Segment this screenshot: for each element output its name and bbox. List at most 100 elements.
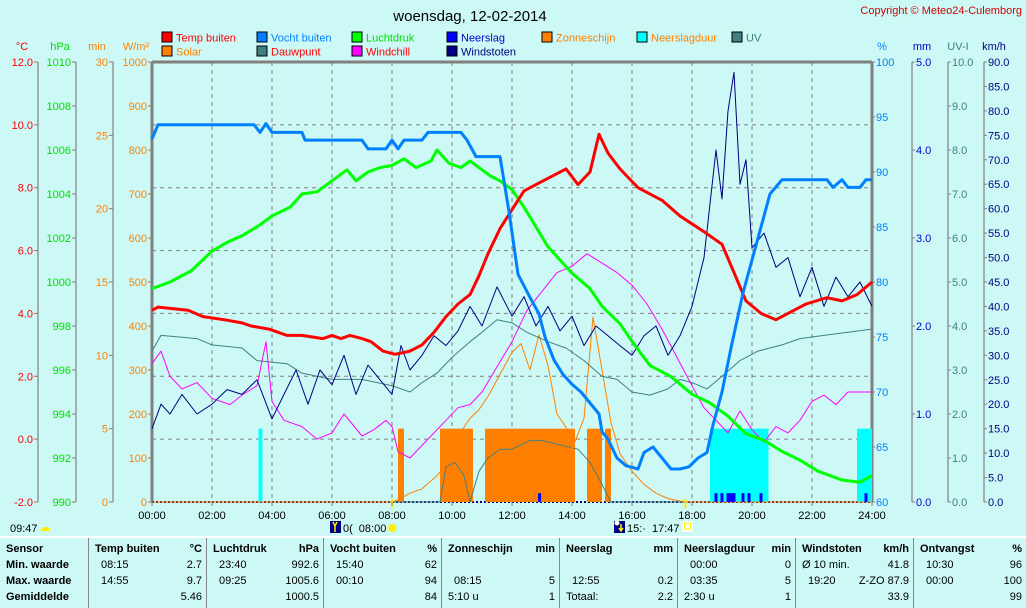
stats-row: 5.46 bbox=[95, 589, 202, 605]
axis-tick-label: 2.0 bbox=[916, 321, 931, 333]
stats-value: 5.46 bbox=[180, 591, 202, 603]
stats-col-unit: hPa bbox=[298, 543, 319, 555]
stats-value: 0.2 bbox=[657, 575, 673, 587]
stats-value: 1000.5 bbox=[285, 591, 319, 603]
stats-col-zonneschijn: Zonneschijn min 08:15 5 5:10 u 1 bbox=[441, 538, 559, 608]
series-line-windstoten bbox=[151, 71, 873, 429]
axis-unit-w-m: W/m² bbox=[123, 41, 150, 53]
stats-time: 00:10 bbox=[336, 575, 364, 587]
axis-tick-label: 600 bbox=[129, 233, 147, 245]
stats-value: 33.9 bbox=[887, 591, 909, 603]
stats-row: 2:30 u 1 bbox=[684, 589, 791, 605]
axis-unit-: % bbox=[877, 41, 887, 53]
sun-partial-icon bbox=[40, 527, 51, 531]
stats-time: Totaal: bbox=[566, 591, 599, 603]
axis-tick-label: 95 bbox=[876, 112, 888, 124]
axis-tick-label: 700 bbox=[129, 189, 147, 201]
axis-tick-label: 7.0 bbox=[952, 189, 967, 201]
stats-row: Ø 10 min. 41.8 bbox=[802, 557, 909, 573]
stats-col-header: Windstoten km/h bbox=[802, 541, 909, 557]
axis-tick-label: 998 bbox=[53, 321, 71, 333]
stats-col-unit: % bbox=[1012, 543, 1022, 555]
stats-row: 5:10 u 1 bbox=[448, 589, 555, 605]
axis-tick-label: 12.0 bbox=[12, 57, 33, 69]
weather-chart: woensdag, 12-02-2014 Copyright © Meteo24… bbox=[10, 5, 1022, 535]
legend-swatch-neerslag bbox=[446, 31, 458, 43]
axis-tick-label: -2.0 bbox=[14, 497, 33, 509]
x-tick-label: 06:00 bbox=[318, 510, 346, 522]
stats-row: 23:40 992.6 bbox=[213, 557, 319, 573]
axis-tick-label: 1006 bbox=[47, 145, 71, 157]
copyright: Copyright © Meteo24-Culemborg bbox=[860, 5, 1022, 17]
x-tick-label: 02:00 bbox=[198, 510, 226, 522]
stats-col-name: Windstoten bbox=[802, 543, 862, 555]
axis-tick-label: 40.0 bbox=[988, 301, 1009, 313]
stats-time: 09:25 bbox=[219, 575, 247, 587]
stats-row: 33.9 bbox=[802, 589, 909, 605]
stats-col-header: Neerslagduur min bbox=[684, 541, 791, 557]
stats-col-windstoten: Windstoten km/h Ø 10 min. 41.8 19:20 Z-ZO 87.… bbox=[795, 538, 913, 608]
stats-time: 23:40 bbox=[219, 559, 247, 571]
stats-time: 08:15 bbox=[101, 559, 129, 571]
legend-label-zonneschijn: Zonneschijn bbox=[556, 33, 615, 45]
axis-tick-label: 30 bbox=[96, 57, 108, 69]
stats-value: 96 bbox=[1009, 559, 1022, 571]
axis-tick-label: 80 bbox=[876, 277, 888, 289]
axis-unit-c: °C bbox=[16, 41, 28, 53]
axis-tick-label: 4.0 bbox=[18, 308, 33, 320]
stats-value: 99 bbox=[1009, 591, 1022, 603]
stats-value: 0 bbox=[784, 559, 791, 571]
stats-value: 1 bbox=[548, 591, 555, 603]
axis-tick-label: 85 bbox=[876, 222, 888, 234]
stats-col-luchtdruk: Luchtdruk hPa 23:40 992.6 09:25 1005.6 1000.5 bbox=[206, 538, 323, 608]
series-line-vocht-buiten bbox=[150, 122, 872, 471]
sunrise-time: 08:00 bbox=[359, 523, 387, 535]
plot-area bbox=[150, 60, 873, 508]
axis-tick-label: 35.0 bbox=[988, 326, 1009, 338]
stats-col-header: Zonneschijn min bbox=[448, 541, 555, 557]
stats-separator bbox=[0, 536, 1026, 538]
stats-row: 84 bbox=[330, 589, 437, 605]
stats-col-unit: min bbox=[535, 543, 555, 555]
stats-value: 1 bbox=[784, 591, 791, 603]
axis-tick-label: 100 bbox=[129, 453, 147, 465]
axis-tick-label: 15 bbox=[96, 277, 108, 289]
sun-outline-icon bbox=[684, 522, 691, 530]
stats-col-name: Temp buiten bbox=[95, 543, 160, 555]
axis-tick-label: 8.0 bbox=[952, 145, 967, 157]
stats-time: 15:40 bbox=[336, 559, 364, 571]
axis-tick-label: 400 bbox=[129, 321, 147, 333]
stats-row-labels: Sensor Min. waarde Max. waarde Gemiddelde bbox=[0, 538, 88, 608]
axis-tick-label: 90.0 bbox=[988, 57, 1009, 69]
stats-time: 14:55 bbox=[101, 575, 129, 587]
stats-col-name: Neerslag bbox=[566, 543, 613, 555]
legend-swatch-windstoten bbox=[446, 45, 458, 57]
stats-col-unit: km/h bbox=[883, 543, 909, 555]
axis-tick-label: 0 bbox=[102, 497, 108, 509]
stats-col-unit: min bbox=[771, 543, 791, 555]
legend-swatch-neerslagduur bbox=[636, 31, 648, 43]
series-line-solar bbox=[152, 316, 872, 503]
axis-tick-label: 300 bbox=[129, 365, 147, 377]
stats-col-name: Vocht buiten bbox=[330, 543, 396, 555]
stats-row: 03:35 5 bbox=[684, 573, 791, 589]
stats-col-temp-buiten: Temp buiten °C 08:15 2.7 14:55 9.7 5.46 bbox=[88, 538, 206, 608]
bar-neerslagduur bbox=[710, 428, 769, 502]
stats-row: 08:15 2.7 bbox=[95, 557, 202, 573]
stats-col-neerslag: Neerslag mm 12:55 0.2 Totaal: 2.2 bbox=[559, 538, 677, 608]
axis-tick-label: 20 bbox=[96, 204, 108, 216]
axis-tick-label: 3.0 bbox=[952, 365, 967, 377]
stats-row: 15:40 62 bbox=[330, 557, 437, 573]
legend-swatch-zonneschijn bbox=[541, 31, 553, 43]
stats-row: Totaal: 2.2 bbox=[566, 589, 673, 605]
moon-time: 09:47 bbox=[10, 523, 38, 535]
axis-tick-label: 5.0 bbox=[952, 277, 967, 289]
stats-row: 14:55 9.7 bbox=[95, 573, 202, 589]
x-tick-label: 10:00 bbox=[438, 510, 466, 522]
legend-swatch-solar bbox=[161, 45, 173, 57]
astro-info: 09:47 0(08:00 15:· 17:47 bbox=[10, 520, 693, 535]
legend-swatch-uv bbox=[731, 31, 743, 43]
axis-tick-label: 100 bbox=[876, 57, 894, 69]
legend-label-dauwpunt: Dauwpunt bbox=[271, 47, 321, 59]
chart-title: woensdag, 12-02-2014 bbox=[392, 8, 546, 25]
